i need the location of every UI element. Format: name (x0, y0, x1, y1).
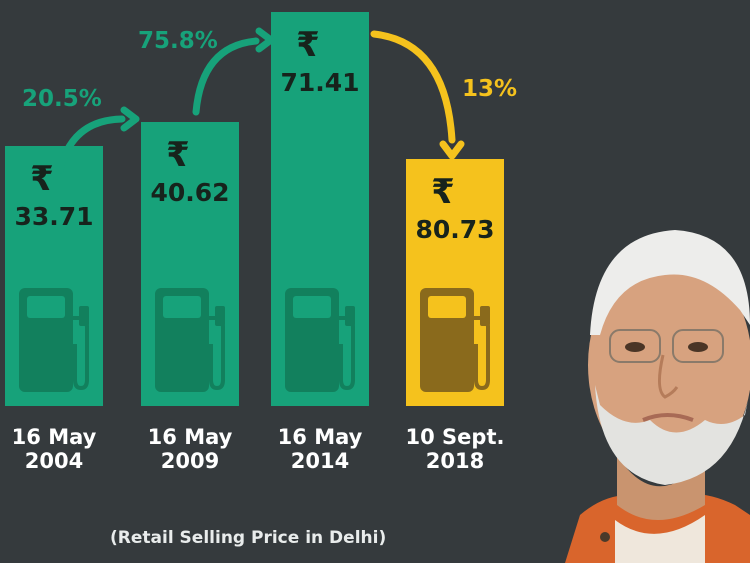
arrow-head (255, 27, 275, 53)
bar: ₹40.62 (141, 122, 239, 406)
portrait-photo (565, 230, 750, 563)
bar-value-label: 71.41 (280, 68, 360, 97)
arrow-icon (56, 115, 126, 174)
fuel-pump-icon (19, 288, 89, 392)
category-label: 16 May 2009 (147, 425, 233, 474)
arrow-icon (192, 37, 260, 116)
bar-value-label: 80.73 (415, 215, 495, 244)
percent-change-label: 20.5% (22, 86, 102, 112)
arrow-icon (370, 30, 456, 144)
arrow-head (439, 140, 465, 160)
bar: ₹80.73 (406, 159, 504, 406)
rupee-icon: ₹ (166, 135, 190, 175)
rupee-icon: ₹ (431, 172, 455, 212)
bar-value-label: 33.71 (14, 202, 94, 231)
fuel-pump-icon (285, 288, 355, 392)
percent-change-label: 13% (462, 76, 518, 102)
fuel-pump-icon (155, 288, 225, 392)
fuel-pump-icon (420, 288, 490, 392)
rupee-icon: ₹ (30, 159, 54, 199)
bar: ₹71.41 (271, 12, 369, 406)
category-label: 16 May 2014 (277, 425, 363, 474)
category-label: 10 Sept. 2018 (405, 425, 505, 474)
bar: ₹33.71 (5, 146, 103, 406)
category-label: 16 May 2004 (11, 425, 97, 474)
chart-footnote: (Retail Selling Price in Delhi) (110, 528, 387, 548)
percent-change-label: 75.8% (138, 28, 218, 54)
arrow-head (120, 106, 140, 132)
bar-value-label: 40.62 (150, 178, 230, 207)
rupee-icon: ₹ (296, 25, 320, 65)
